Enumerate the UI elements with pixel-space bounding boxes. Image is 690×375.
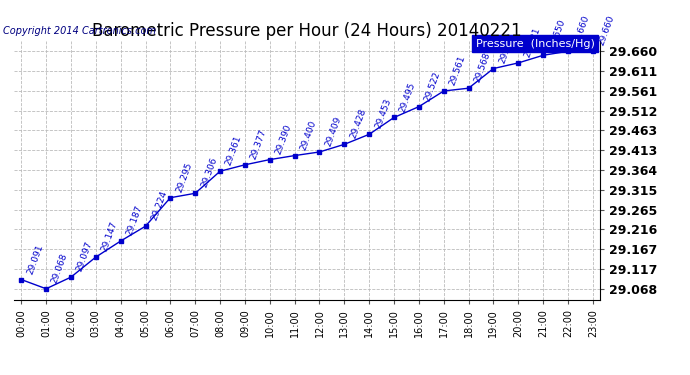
Text: 29.650: 29.650 xyxy=(547,18,566,51)
Text: 29.377: 29.377 xyxy=(249,128,268,160)
Text: 29.097: 29.097 xyxy=(75,240,95,273)
Text: 29.631: 29.631 xyxy=(522,26,542,59)
Text: 29.409: 29.409 xyxy=(324,115,343,148)
Text: 29.568: 29.568 xyxy=(473,51,492,84)
Text: 29.561: 29.561 xyxy=(448,54,467,87)
Title: Barometric Pressure per Hour (24 Hours) 20140221: Barometric Pressure per Hour (24 Hours) … xyxy=(92,22,522,40)
Text: 29.453: 29.453 xyxy=(373,98,393,130)
Text: Copyright 2014 Cartronics.com: Copyright 2014 Cartronics.com xyxy=(3,26,157,36)
Text: 29.091: 29.091 xyxy=(26,243,45,275)
Text: 29.390: 29.390 xyxy=(274,123,293,155)
Text: 29.306: 29.306 xyxy=(199,156,219,189)
Text: 29.400: 29.400 xyxy=(299,119,318,152)
Text: 29.428: 29.428 xyxy=(348,108,368,140)
Text: Pressure  (Inches/Hg): Pressure (Inches/Hg) xyxy=(475,39,594,49)
Text: 29.660: 29.660 xyxy=(572,14,591,47)
Text: 29.361: 29.361 xyxy=(224,134,244,167)
Text: 29.068: 29.068 xyxy=(50,252,70,285)
Text: 29.224: 29.224 xyxy=(150,190,169,222)
Text: 29.147: 29.147 xyxy=(100,220,119,253)
Text: 29.660: 29.660 xyxy=(597,14,616,47)
Text: 29.522: 29.522 xyxy=(423,70,442,102)
Text: 29.187: 29.187 xyxy=(125,204,144,237)
Text: 29.495: 29.495 xyxy=(398,81,417,113)
Text: 29.295: 29.295 xyxy=(175,161,194,194)
Text: 29.617: 29.617 xyxy=(497,32,517,64)
